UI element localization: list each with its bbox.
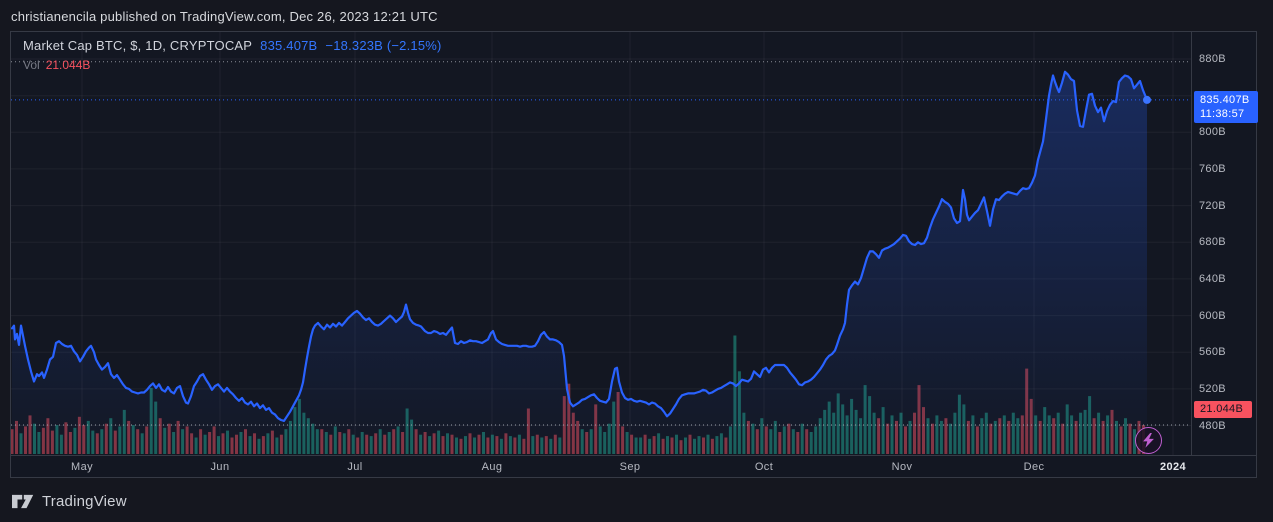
tradingview-logo[interactable]: TradingView (12, 493, 127, 510)
tradingview-logo-icon (12, 494, 34, 509)
price-axis-label: 800B (1199, 126, 1226, 138)
attribution-text: christianencila published on TradingView… (11, 9, 438, 24)
boost-button[interactable] (1135, 427, 1162, 454)
time-axis-label: Aug (481, 461, 503, 473)
price-axis-label: 720B (1199, 200, 1226, 212)
bar-countdown: 11:38:57 (1200, 108, 1245, 120)
volume-study-value: 21.044B (45, 58, 91, 72)
price-axis-label: 680B (1199, 236, 1226, 248)
symbol-title[interactable]: Market Cap BTC, $, 1D, CRYPTOCAP (23, 38, 253, 53)
time-axis-label: Nov (891, 461, 913, 473)
current-price-label: 835.407B 11:38:57 (1194, 91, 1258, 123)
time-axis-label: Jul (347, 461, 363, 473)
change-value: −18.323B (−2.15%) (325, 38, 442, 53)
last-point-marker (1143, 95, 1151, 104)
time-axis-separator (11, 455, 1256, 456)
price-axis-label: 600B (1199, 310, 1226, 322)
tradingview-logo-text: TradingView (42, 493, 127, 510)
last-value: 835.407B (260, 38, 318, 53)
time-axis-label: Dec (1023, 461, 1045, 473)
price-axis-label: 480B (1199, 420, 1226, 432)
price-axis-label: 880B (1199, 53, 1226, 65)
price-axis-label: 640B (1199, 273, 1226, 285)
volume-study-label[interactable]: Vol (23, 58, 40, 72)
current-price-value: 835.407B (1200, 94, 1250, 106)
price-axis-label: 520B (1199, 383, 1226, 395)
time-axis-label: May (71, 461, 93, 473)
time-axis-label: Sep (619, 461, 641, 473)
price-axis-label: 760B (1199, 163, 1226, 175)
area-fill (12, 71, 1147, 455)
time-axis-label: 2024 (1159, 461, 1187, 473)
price-axis-separator (1191, 32, 1192, 455)
price-axis-label: 560B (1199, 346, 1226, 358)
time-axis-label: Jun (210, 461, 230, 473)
current-volume-label: 21.044B (1194, 401, 1252, 418)
lightning-icon (1143, 433, 1154, 448)
price-line (11, 70, 1149, 422)
price-chart-canvas[interactable] (11, 32, 1191, 455)
time-axis-label: Oct (754, 461, 774, 473)
chart-legend: Market Cap BTC, $, 1D, CRYPTOCAP 835.407B… (23, 38, 442, 72)
chart-pane: Market Cap BTC, $, 1D, CRYPTOCAP 835.407B… (10, 31, 1258, 478)
